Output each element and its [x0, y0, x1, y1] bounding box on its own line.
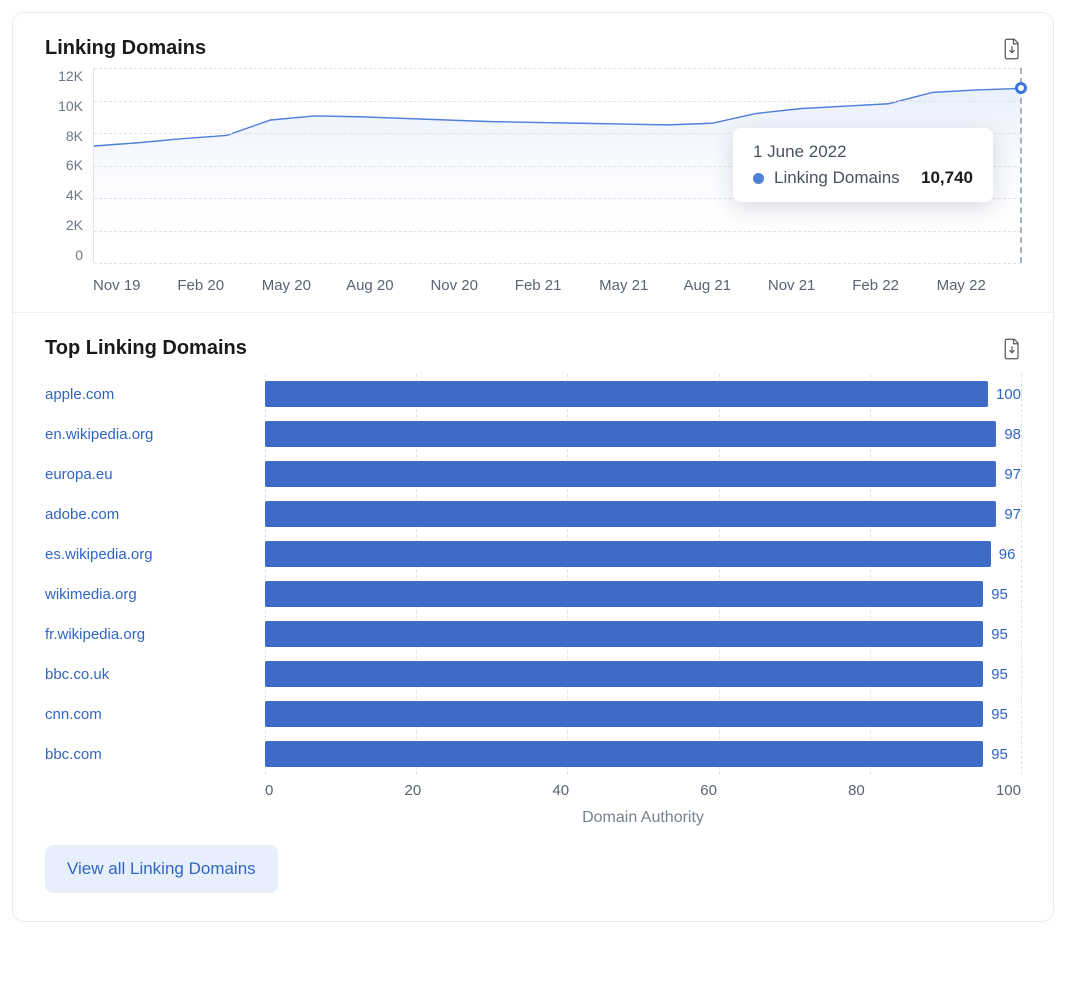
bar-row: 97 — [265, 454, 1021, 494]
domain-link[interactable]: europa.eu — [45, 454, 265, 494]
y-tick: 4K — [45, 187, 83, 203]
bar-row: 95 — [265, 694, 1021, 734]
bar-row: 95 — [265, 734, 1021, 774]
domain-link[interactable]: wikimedia.org — [45, 574, 265, 614]
bar-value: 97 — [1004, 506, 1021, 523]
bar — [265, 581, 983, 607]
domain-link[interactable]: cnn.com — [45, 694, 265, 734]
series-dot-icon — [753, 173, 764, 184]
x-tick: 80 — [848, 782, 865, 799]
y-tick: 0 — [45, 247, 83, 263]
bar-value: 95 — [991, 666, 1008, 683]
bar-row: 98 — [265, 414, 1021, 454]
bar-value: 95 — [991, 706, 1008, 723]
x-tick: May 20 — [262, 277, 346, 294]
bar — [265, 661, 983, 687]
domain-link[interactable]: es.wikipedia.org — [45, 534, 265, 574]
bar-row: 95 — [265, 574, 1021, 614]
tooltip-value: 10,740 — [921, 168, 973, 188]
dashboard-card: Linking Domains 12K 10K 8K 6K 4K 2K 0 1 June 2… — [12, 12, 1054, 922]
bar-row: 95 — [265, 614, 1021, 654]
bar — [265, 621, 983, 647]
domain-link[interactable]: fr.wikipedia.org — [45, 614, 265, 654]
bar — [265, 421, 996, 447]
bar-row: 95 — [265, 654, 1021, 694]
y-tick: 12K — [45, 68, 83, 84]
x-tick: 40 — [552, 782, 569, 799]
bar-row: 96 — [265, 534, 1021, 574]
y-tick: 6K — [45, 157, 83, 173]
y-tick: 10K — [45, 98, 83, 114]
bar-value: 96 — [999, 546, 1016, 563]
x-tick: Feb 20 — [177, 277, 261, 294]
x-tick: 100 — [996, 782, 1021, 799]
bar — [265, 461, 996, 487]
chart-hover-point — [1015, 82, 1027, 94]
x-tick: Aug 20 — [346, 277, 430, 294]
domain-link[interactable]: bbc.co.uk — [45, 654, 265, 694]
bar-value: 95 — [991, 586, 1008, 603]
x-tick: 0 — [265, 782, 273, 799]
bar-value: 97 — [1004, 466, 1021, 483]
bar-value: 95 — [991, 626, 1008, 643]
linking-domains-section: Linking Domains 12K 10K 8K 6K 4K 2K 0 1 June 2… — [13, 13, 1053, 312]
bar — [265, 541, 991, 567]
bar — [265, 741, 983, 767]
x-tick: Nov 20 — [430, 277, 514, 294]
bar-row: 97 — [265, 494, 1021, 534]
domain-link[interactable]: en.wikipedia.org — [45, 414, 265, 454]
bar — [265, 381, 988, 407]
x-tick: Feb 21 — [515, 277, 599, 294]
download-icon[interactable] — [1003, 338, 1021, 360]
linking-domains-title: Linking Domains — [45, 37, 206, 60]
y-tick: 8K — [45, 128, 83, 144]
top-linking-domains-section: Top Linking Domains apple.comen.wikipedi… — [13, 312, 1053, 845]
download-icon[interactable] — [1003, 38, 1021, 60]
bar-value: 100 — [996, 386, 1021, 403]
linking-domains-chart: 12K 10K 8K 6K 4K 2K 0 1 June 2022 Linking Domai… — [45, 68, 1021, 263]
bar-value: 95 — [991, 746, 1008, 763]
x-tick: May 21 — [599, 277, 683, 294]
x-tick: Feb 22 — [852, 277, 936, 294]
x-tick: Nov 21 — [768, 277, 852, 294]
top-domains-chart: apple.comen.wikipedia.orgeuropa.euadobe.… — [45, 374, 1021, 774]
bar-value: 98 — [1004, 426, 1021, 443]
chart-tooltip: 1 June 2022 Linking Domains 10,740 — [733, 128, 993, 202]
view-all-linking-domains-button[interactable]: View all Linking Domains — [45, 845, 278, 893]
domain-link[interactable]: apple.com — [45, 374, 265, 414]
bar-row: 100 — [265, 374, 1021, 414]
x-tick: Aug 21 — [684, 277, 768, 294]
top-linking-domains-title: Top Linking Domains — [45, 337, 247, 360]
x-tick: 60 — [700, 782, 717, 799]
domain-link[interactable]: adobe.com — [45, 494, 265, 534]
tooltip-date: 1 June 2022 — [753, 142, 973, 162]
domain-link[interactable]: bbc.com — [45, 734, 265, 774]
x-tick: Nov 19 — [93, 277, 177, 294]
y-tick: 2K — [45, 217, 83, 233]
tooltip-label: Linking Domains — [774, 168, 911, 188]
x-tick: May 22 — [937, 277, 1021, 294]
x-tick: 20 — [405, 782, 422, 799]
bar — [265, 701, 983, 727]
domain-authority-axis-label: Domain Authority — [265, 809, 1021, 827]
bar — [265, 501, 996, 527]
